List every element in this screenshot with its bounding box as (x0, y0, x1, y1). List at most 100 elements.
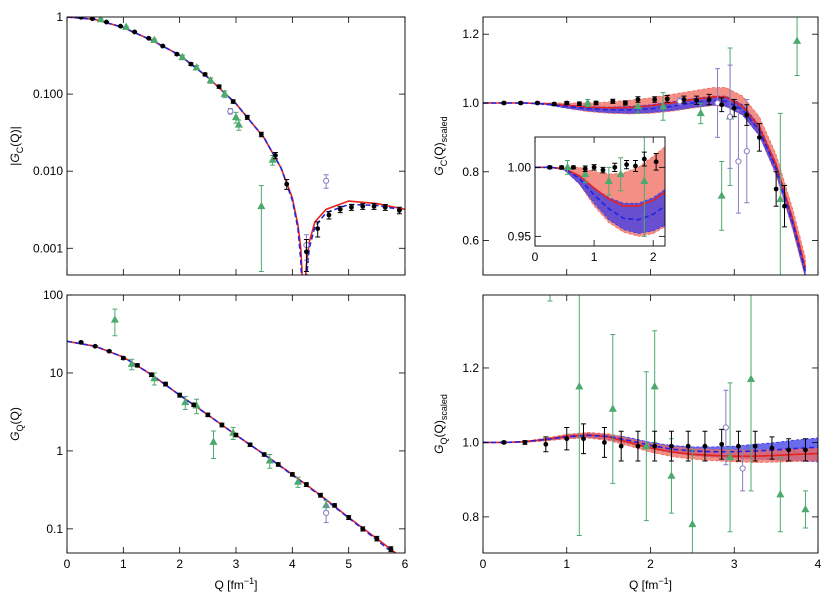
data-point (374, 536, 380, 541)
data-point (382, 204, 388, 210)
label-part: C (15, 146, 25, 153)
label-part: Q (439, 437, 449, 444)
data-point (543, 441, 549, 447)
data-point (688, 519, 697, 528)
plot-area (483, 295, 818, 553)
y-axis-label: GQ(Q) (8, 407, 25, 441)
x-tick-label: 2 (650, 250, 657, 264)
data-point (622, 100, 628, 106)
y-tick-label: 1.0 (462, 96, 479, 110)
data-point (181, 397, 190, 406)
data-point (371, 203, 377, 209)
plot-frame (534, 136, 666, 247)
data-point (78, 17, 84, 20)
data-point (261, 452, 267, 457)
data-point (273, 153, 278, 158)
data-point (659, 101, 668, 110)
data-point (576, 101, 582, 107)
y-tick-label: 1.2 (462, 361, 479, 375)
data-point (216, 84, 222, 90)
x-tick-label: 1 (563, 557, 570, 571)
data-point (612, 164, 618, 170)
data-point (304, 249, 309, 255)
data-point (110, 315, 119, 323)
data-point (793, 36, 802, 44)
label-part: G (432, 166, 446, 175)
plot-area (67, 17, 405, 275)
panel-background (67, 17, 405, 275)
dashed-line (67, 17, 405, 275)
dashed-line (483, 434, 818, 453)
label-part: −1 (244, 576, 254, 586)
data-point (786, 447, 792, 453)
label-part: G (432, 445, 446, 454)
y-tick-label: 1.2 (462, 27, 479, 41)
data-point (575, 382, 584, 390)
uncertainty-band (483, 87, 806, 275)
data-point (739, 465, 746, 472)
y-tick-label: 0.8 (462, 165, 479, 179)
data-point (722, 424, 729, 431)
data-point (744, 112, 750, 118)
data-point (652, 443, 658, 449)
x-tick-label: 4 (289, 557, 296, 571)
data-point (192, 63, 201, 71)
data-point (388, 546, 394, 552)
data-point (803, 447, 808, 453)
data-point (602, 440, 607, 445)
data-point (652, 97, 658, 102)
label-part: Q (15, 424, 25, 431)
data-point (227, 108, 234, 115)
data-point (349, 204, 354, 210)
data-point (641, 156, 647, 162)
label-part: (Q) (432, 142, 446, 159)
data-point (735, 158, 742, 165)
data-point (559, 164, 564, 170)
solid-line (483, 434, 818, 458)
label-part: G (8, 153, 22, 162)
data-point (564, 100, 570, 106)
data-point (89, 17, 95, 22)
data-point (265, 456, 274, 464)
data-point (635, 97, 641, 102)
data-point (323, 509, 330, 517)
label-part: (Q)| (8, 126, 22, 146)
y-tick-label: 0.001 (33, 241, 63, 255)
x-tick-label: 1 (591, 250, 598, 264)
label-part: C (439, 159, 449, 166)
y-tick-label: 0.100 (33, 87, 63, 101)
data-point (326, 212, 332, 218)
data-point (642, 441, 651, 449)
data-point (604, 176, 613, 184)
data-point (694, 97, 699, 103)
data-point (289, 471, 295, 477)
data-point (706, 97, 712, 102)
label-part: (Q) (8, 407, 22, 424)
label-part: G (8, 432, 22, 441)
x-axis-label: Q [fm−1] (215, 576, 258, 592)
data-point (547, 164, 553, 170)
data-point (610, 98, 616, 104)
x-tick-label: 5 (345, 557, 352, 571)
label-part: −1 (658, 576, 668, 586)
error-bar (547, 295, 553, 302)
data-point (174, 51, 180, 57)
data-point (205, 412, 211, 418)
plot-area (483, 17, 807, 275)
y-axis-label: |GC(Q)| (8, 126, 25, 165)
solid-line (535, 166, 665, 207)
label-part: Q [fm (215, 578, 244, 592)
data-point (726, 452, 735, 461)
data-point (146, 35, 152, 41)
data-point (92, 343, 98, 349)
x-tick-label: 3 (233, 557, 240, 571)
data-point (163, 381, 168, 387)
data-point (150, 373, 159, 382)
plot-area (67, 308, 397, 553)
x-tick-label: 0 (532, 250, 539, 264)
y-tick-label: 100 (43, 288, 63, 302)
data-point (633, 163, 638, 169)
data-point (268, 155, 277, 163)
data-point (782, 203, 787, 209)
data-point (564, 436, 570, 442)
